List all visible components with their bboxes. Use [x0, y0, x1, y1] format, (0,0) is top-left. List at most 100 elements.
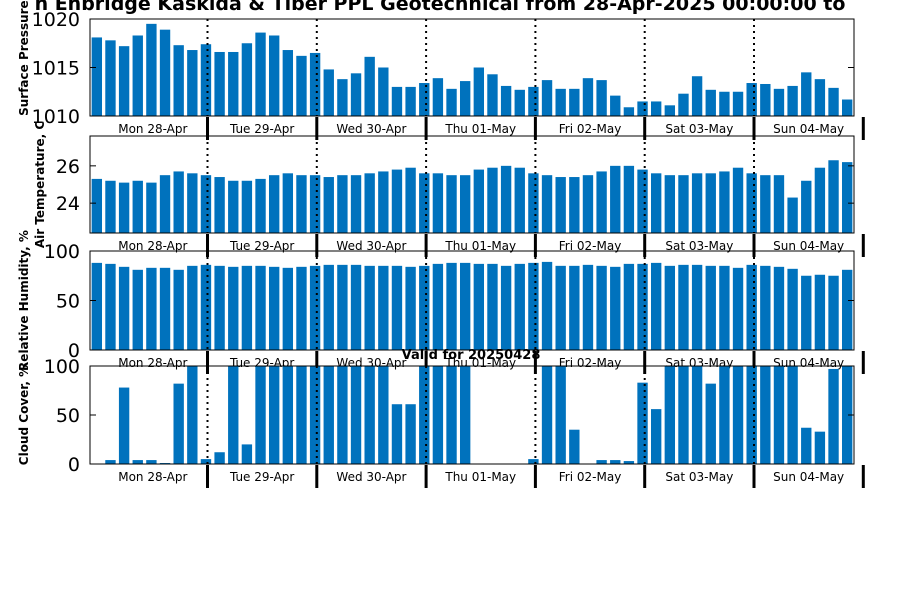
bar — [214, 452, 225, 464]
bar — [637, 101, 648, 116]
bar — [405, 86, 416, 116]
x-tick-label: Thu 01-May — [444, 122, 516, 136]
bar — [91, 178, 103, 233]
chart-panel-3: 0 50 100 Relative Humidity, % Mon 28-Apr Tue … — [17, 230, 865, 374]
bar — [760, 83, 771, 116]
bar — [814, 167, 826, 233]
bar — [268, 266, 280, 350]
y-tick-label: 26 — [56, 156, 80, 178]
bar — [732, 167, 744, 233]
bar — [555, 265, 566, 350]
y-tick-label: 50 — [56, 405, 80, 427]
bar — [610, 266, 621, 350]
bar — [678, 93, 689, 116]
bar — [228, 366, 239, 464]
bar — [391, 404, 403, 464]
bar — [91, 262, 103, 350]
bar — [309, 175, 321, 233]
bar — [337, 366, 348, 464]
x-tick-label: Mon 28-Apr — [118, 470, 187, 484]
bar — [241, 265, 253, 350]
bar — [323, 177, 334, 233]
x-tick-label: Mon 28-Apr — [118, 356, 187, 370]
x-tick-label: Sun 04-May — [773, 239, 844, 253]
bar — [500, 85, 512, 116]
bar — [760, 175, 771, 233]
bar — [473, 263, 485, 350]
y-tick-label: 0 — [68, 454, 80, 476]
bar — [746, 83, 757, 116]
bar — [159, 175, 171, 233]
bar — [337, 79, 348, 116]
bar — [500, 265, 512, 350]
bar — [541, 261, 553, 350]
bar — [173, 383, 184, 464]
bar — [146, 182, 157, 233]
y-axis-label: Relative Humidity, % — [17, 230, 31, 371]
bar — [528, 262, 539, 350]
y-tick-label: 1020 — [32, 9, 80, 31]
bar — [255, 178, 266, 233]
y-tick-label: 24 — [56, 193, 80, 215]
bar — [610, 460, 621, 464]
bar — [364, 366, 375, 464]
x-tick-label: Thu 01-May — [444, 470, 516, 484]
bar — [637, 382, 648, 464]
bar — [132, 269, 143, 350]
bar — [760, 366, 771, 464]
bar — [514, 89, 525, 116]
bar — [473, 169, 485, 233]
bar — [405, 167, 416, 233]
bar — [814, 431, 826, 464]
bar — [118, 387, 130, 464]
bar — [187, 173, 198, 233]
bar — [255, 265, 266, 350]
bar — [228, 266, 239, 350]
bar — [732, 267, 744, 350]
bar — [569, 429, 580, 464]
bar — [582, 78, 594, 116]
bar — [555, 366, 566, 464]
bar — [773, 366, 785, 464]
bar — [787, 197, 798, 233]
bar — [364, 56, 375, 116]
bar — [610, 95, 621, 116]
bar — [801, 180, 812, 233]
bar — [405, 266, 416, 350]
bar — [309, 265, 321, 350]
bar — [459, 175, 471, 233]
bar — [637, 169, 648, 233]
bar — [241, 444, 253, 464]
bar — [705, 265, 716, 350]
bar — [691, 366, 703, 464]
y-tick-label: 100 — [44, 241, 80, 263]
bar — [678, 366, 689, 464]
bar — [841, 366, 853, 464]
bar — [664, 175, 676, 233]
bar — [596, 80, 607, 116]
bar — [323, 264, 334, 350]
x-tick-label: Sat 03-May — [665, 239, 733, 253]
bar — [773, 175, 785, 233]
bar — [391, 86, 403, 116]
bar — [105, 40, 116, 117]
bar — [364, 173, 375, 233]
bar — [569, 88, 580, 116]
bar — [487, 263, 498, 350]
bar — [214, 177, 225, 233]
bar — [801, 72, 812, 116]
bar — [719, 265, 730, 350]
x-tick-label: Sun 04-May — [773, 470, 844, 484]
bar — [228, 180, 239, 233]
bar — [146, 23, 157, 117]
bar — [650, 262, 662, 350]
bar — [528, 173, 539, 233]
bar — [691, 76, 703, 116]
bar — [296, 266, 307, 350]
bar — [541, 80, 553, 116]
bar — [296, 366, 307, 464]
bar — [391, 169, 403, 233]
